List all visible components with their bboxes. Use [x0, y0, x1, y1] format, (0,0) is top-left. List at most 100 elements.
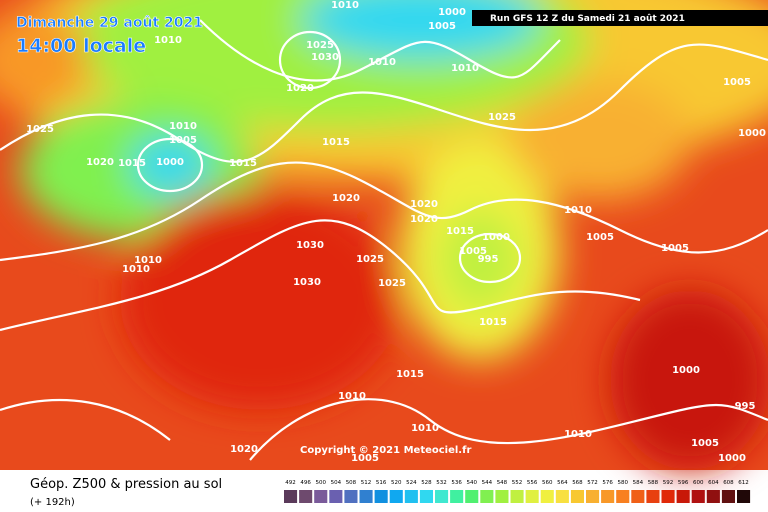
isobar-label: 1025 [306, 40, 334, 51]
colorbar-label: 548 [497, 480, 508, 486]
isobar-label: 1000 [156, 157, 184, 168]
isobar-label: 1005 [428, 21, 456, 32]
colorbar-label: 560 [542, 480, 553, 486]
colorbar-swatch [284, 490, 298, 503]
colorbar-swatch [555, 490, 569, 503]
colorbar-label: 580 [618, 480, 629, 486]
colorbar-swatch [510, 490, 524, 503]
isobar-label: 1000 [672, 365, 700, 376]
colorbar-label: 496 [300, 480, 311, 486]
colorbar-swatch [721, 490, 735, 503]
colorbar-label: 612 [738, 480, 749, 486]
colorbar-label: 552 [512, 480, 523, 486]
isobar-label: 1010 [122, 264, 150, 275]
colorbar-swatch [616, 490, 630, 503]
colorbar-label: 508 [346, 480, 357, 486]
isobar-label: 1030 [311, 52, 339, 63]
isobar-label: 1015 [446, 226, 474, 237]
isobar-label: 1010 [451, 63, 479, 74]
isobar-label: 1030 [293, 277, 321, 288]
colorbar-swatch [404, 490, 418, 503]
colorbar-label: 544 [482, 480, 493, 486]
colorbar-label: 516 [376, 480, 387, 486]
isobar-label: 1025 [356, 254, 384, 265]
date-label: Dimanche 29 août 2021 [16, 15, 203, 31]
colorbar-label: 608 [723, 480, 734, 486]
isobar-label: 1010 [154, 35, 182, 46]
isobar-label: 1015 [396, 369, 424, 380]
copyright: Copyright © 2021 Meteociel.fr [300, 445, 471, 456]
colorbar-swatch [540, 490, 554, 503]
isobar-label: 995 [735, 401, 756, 412]
colorbar-swatch [676, 490, 690, 503]
isobar-label: 1020 [286, 83, 314, 94]
colorbar-label: 528 [421, 480, 432, 486]
isobar-label: 1010 [564, 205, 592, 216]
colorbar-swatch [691, 490, 705, 503]
colorbar-swatch [737, 490, 751, 503]
isobar-label: 1015 [229, 158, 257, 169]
isobar-label: 1010 [338, 391, 366, 402]
colorbar-label: 500 [316, 480, 327, 486]
colorbar-label: 564 [557, 480, 568, 486]
isobar-label: 1010 [169, 121, 197, 132]
isobar-label: 1020 [86, 157, 114, 168]
colorbar-swatch [525, 490, 539, 503]
isobar-label: 1005 [723, 77, 751, 88]
colorbar-swatch [586, 490, 600, 503]
colorbar-label: 592 [663, 480, 674, 486]
isobar-label: 1005 [586, 232, 614, 243]
time-label: 14:00 locale [16, 35, 146, 57]
colorbar-label: 504 [331, 480, 342, 486]
isobar-label: 1000 [718, 453, 746, 464]
isobar-label: 1020 [230, 444, 258, 455]
colorbar-swatch [419, 490, 433, 503]
isobar-label: 1000 [438, 7, 466, 18]
colorbar-label: 600 [693, 480, 704, 486]
colorbar-label: 520 [391, 480, 402, 486]
map-background [0, 0, 768, 470]
colorbar-swatch [435, 490, 449, 503]
colorbar-label: 532 [436, 480, 447, 486]
colorbar-swatch [374, 490, 388, 503]
colorbar-swatch [706, 490, 720, 503]
colorbar-swatch [465, 490, 479, 503]
colorbar-label: 604 [708, 480, 719, 486]
footer-title: Géop. Z500 & pression au sol [30, 477, 222, 492]
colorbar-label: 596 [678, 480, 689, 486]
isobar-label: 1030 [296, 240, 324, 251]
run-banner [472, 10, 768, 26]
colorbar-label: 572 [587, 480, 598, 486]
colorbar-swatch [661, 490, 675, 503]
isobar-label: 1010 [411, 423, 439, 434]
isobar-label: 1015 [479, 317, 507, 328]
isobar-label: 1015 [118, 158, 146, 169]
colorbar-swatch [631, 490, 645, 503]
run-label: Run GFS 12 Z du Samedi 21 août 2021 [490, 14, 685, 24]
colorbar-label: 540 [467, 480, 478, 486]
isobar-label: 1020 [410, 214, 438, 225]
colorbar-swatch [480, 490, 494, 503]
isobar-label: 1005 [661, 243, 689, 254]
colorbar-swatch [359, 490, 373, 503]
colorbar-swatch [646, 490, 660, 503]
colorbar-label: 524 [406, 480, 417, 486]
isobar-label: 1025 [488, 112, 516, 123]
isobar-label: 1010 [134, 255, 162, 266]
colorbar-label: 588 [648, 480, 659, 486]
colorbar-label: 568 [572, 480, 583, 486]
isobar-label: 1025 [378, 278, 406, 289]
colorbar-swatch [495, 490, 509, 503]
colorbar-swatch [389, 490, 403, 503]
colorbar-label: 576 [602, 480, 613, 486]
isobar-label: 1020 [332, 193, 360, 204]
isobar-label: 1010 [564, 429, 592, 440]
colorbar-swatch [329, 490, 343, 503]
colorbar-swatch [570, 490, 584, 503]
colorbar-swatch [450, 490, 464, 503]
colorbar-swatch [299, 490, 313, 503]
colorbar-label: 536 [451, 480, 462, 486]
isobar-label: 1010 [331, 0, 359, 11]
isobar-label: 1010 [368, 57, 396, 68]
